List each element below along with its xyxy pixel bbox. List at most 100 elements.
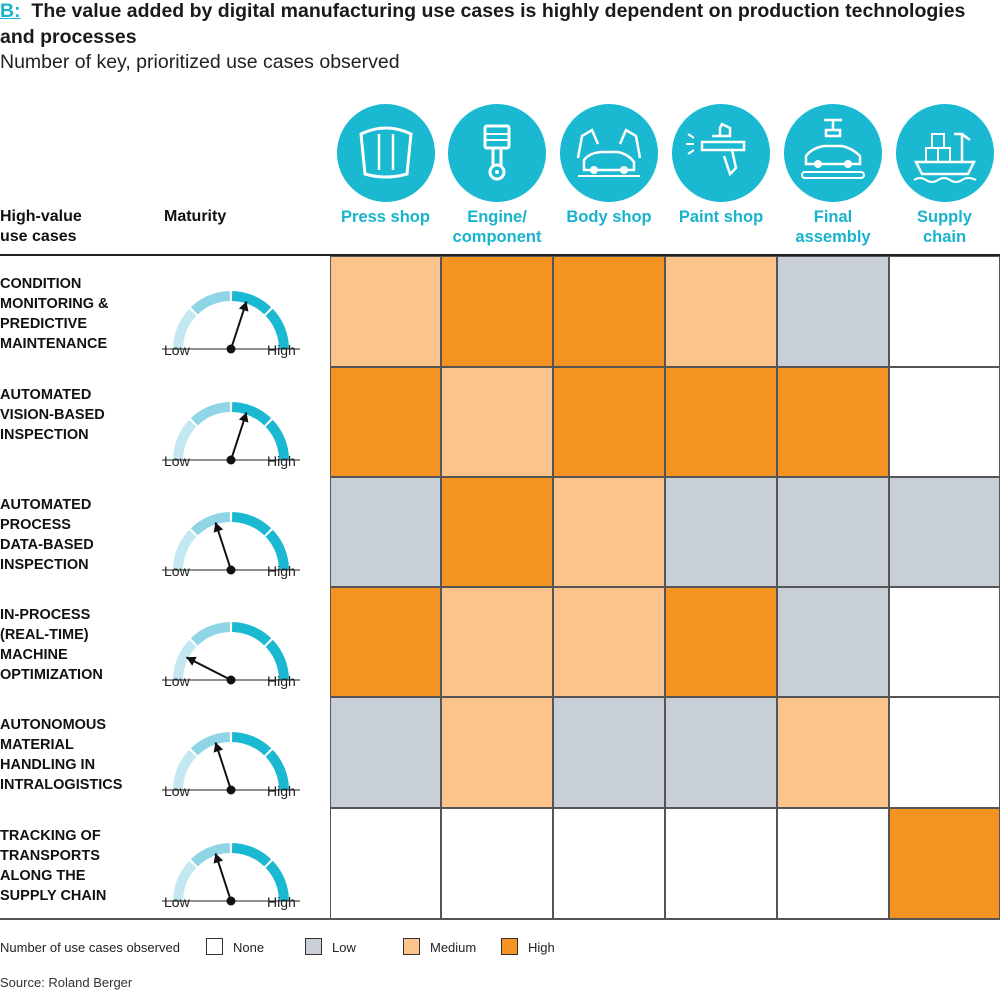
heatmap-cell [889, 367, 1000, 477]
gauge-arrowhead [213, 853, 224, 864]
row-label: AUTONOMOUS MATERIAL HANDLING IN INTRALOG… [0, 717, 123, 793]
heatmap-cell [553, 808, 665, 919]
gauge-segment [190, 622, 231, 646]
legend-label: Low [332, 940, 356, 955]
gauge-arrowhead [213, 742, 224, 753]
gauge-segment [231, 843, 272, 867]
heatmap-cell [553, 256, 665, 367]
gauge-low-label: Low [164, 342, 190, 358]
heatmap-cell [553, 587, 665, 697]
heatmap-cell [777, 587, 889, 697]
column-header: Body shop [566, 208, 652, 226]
gauge-segment [173, 308, 197, 350]
gauge-hub [226, 675, 236, 685]
gauge-segment [231, 402, 272, 426]
legend-swatch [305, 938, 322, 955]
heatmap-cell [553, 477, 665, 587]
maturity-gauge: Low High [162, 816, 300, 916]
robot-arms-car-icon [560, 104, 658, 202]
heatmap-cell [777, 367, 889, 477]
gauge-arrowhead [238, 412, 249, 423]
heatmap-cell [777, 477, 889, 587]
gauge-segment [173, 749, 197, 791]
gauge-high-label: High [267, 894, 296, 910]
header-divider [0, 254, 1000, 256]
gauge-high-label: High [267, 563, 296, 579]
heatmap-cell [441, 808, 553, 919]
legend-title: Number of use cases observed [0, 940, 180, 955]
chart-subtitle: Number of key, prioritized use cases obs… [0, 51, 400, 73]
column-header: Final assembly [795, 208, 871, 246]
maturity-header: Maturity [164, 208, 227, 225]
gauge-segment [265, 419, 289, 461]
row-label: CONDITION MONITORING & PREDICTIVE MAINTE… [0, 276, 109, 352]
legend-label: High [528, 940, 555, 955]
legend-label: None [233, 940, 265, 955]
heatmap-cell [330, 808, 441, 919]
heatmap-cell [889, 477, 1000, 587]
heatmap-cell [330, 367, 441, 477]
legend-swatch [403, 938, 420, 955]
gauge-low-label: Low [164, 453, 190, 469]
car-hood-icon [336, 104, 435, 202]
heatmap-cell [665, 477, 777, 587]
gauge-segment [231, 732, 272, 756]
heatmap-cell [330, 477, 441, 587]
heatmap-cell [441, 587, 553, 697]
gauge-low-label: Low [164, 563, 190, 579]
heatmap-cell [553, 367, 665, 477]
gauge-segment [265, 860, 289, 902]
heatmap-cell [777, 697, 889, 808]
bottom-divider [0, 918, 1000, 920]
gauge-hub [226, 344, 236, 354]
gauge-hub [226, 896, 236, 906]
column-header: Press shop [341, 208, 430, 226]
column-header: Paint shop [678, 208, 764, 226]
heatmap-cell [330, 697, 441, 808]
heatmap-cell [777, 808, 889, 919]
cargo-ship-icon [895, 104, 994, 202]
heatmap-cell [330, 256, 441, 367]
heatmap-cell [889, 808, 1000, 919]
heatmap-cell [665, 367, 777, 477]
column-header: Supply chain [916, 208, 972, 246]
row-label: TRACKING OF TRANSPORTS ALONG THE SUPPLY … [0, 828, 107, 904]
gauge-segment [190, 402, 231, 426]
legend-label: Medium [430, 940, 477, 955]
gauge-segment [190, 732, 231, 756]
heatmap-cell [665, 697, 777, 808]
column-header: Engine/ component [452, 208, 542, 246]
maturity-gauge: Low High [162, 705, 300, 805]
use-cases-header: High-value use cases [0, 208, 82, 245]
gauge-low-label: Low [164, 783, 190, 799]
gauge-segment [190, 291, 231, 315]
heatmap-cell [889, 256, 1000, 367]
gauge-arrowhead [238, 301, 249, 312]
maturity-gauge: Low High [162, 264, 300, 364]
gauge-segment [265, 639, 289, 681]
gauge-segment [265, 749, 289, 791]
gauge-hub [226, 455, 236, 465]
heatmap-cell [441, 697, 553, 808]
heatmap-cell [441, 256, 553, 367]
gauge-segment [190, 843, 231, 867]
gauge-segment [190, 512, 231, 536]
row-label: AUTOMATED VISION-BASED INSPECTION [0, 387, 105, 443]
maturity-gauge: Low High [162, 595, 300, 695]
heatmap-cell [441, 477, 553, 587]
heatmap-cell [889, 697, 1000, 808]
figure-label: B: [0, 0, 21, 22]
gauge-segment [231, 291, 272, 315]
legend-swatch [206, 938, 223, 955]
gauge-segment [173, 419, 197, 461]
chart-title: B: The value added by digital manufactur… [0, 0, 995, 50]
gauge-high-label: High [267, 453, 296, 469]
gauge-high-label: High [267, 342, 296, 358]
gauge-segment [231, 512, 272, 536]
gauge-segment [231, 622, 272, 646]
gauge-high-label: High [267, 673, 296, 689]
gauge-arrowhead [186, 656, 197, 666]
heatmap-cell [665, 256, 777, 367]
heatmap-cell [441, 367, 553, 477]
heatmap-cell [665, 808, 777, 919]
